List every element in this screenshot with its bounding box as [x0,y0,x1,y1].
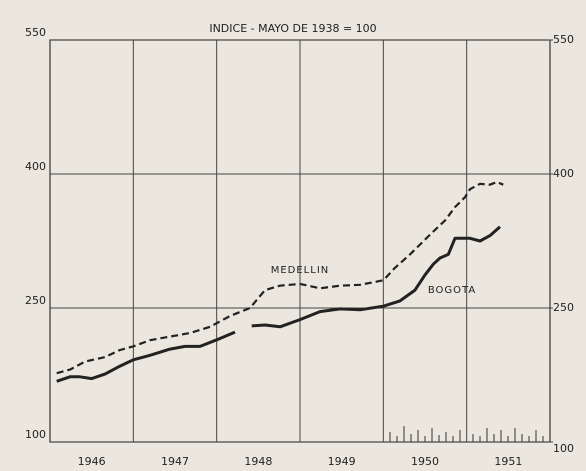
x-tick-label: 1946 [78,455,106,468]
y-tick-label: 250 [25,294,46,307]
x-tick-label: 1951 [494,455,522,468]
y-tick-label: 100 [25,428,46,441]
series-label: BOGOTA [428,285,476,296]
x-tick-label: 1947 [161,455,189,468]
y2-tick-label: 550 [553,33,574,46]
y2-tick-label: 250 [553,301,574,314]
minor-ticks [389,426,544,442]
y-tick-label: 550 [25,26,46,39]
series-label: MEDELLIN [271,265,330,276]
series-line [56,225,501,383]
y2-tick-label: 100 [553,442,574,455]
x-tick-label: 1950 [411,455,439,468]
y-tick-label: 400 [25,160,46,173]
series-line [56,180,504,375]
x-tick-label: 1949 [328,455,356,468]
chart-title: INDICE - MAYO DE 1938 = 100 [209,22,376,35]
y2-tick-label: 400 [553,167,574,180]
x-tick-label: 1948 [244,455,272,468]
